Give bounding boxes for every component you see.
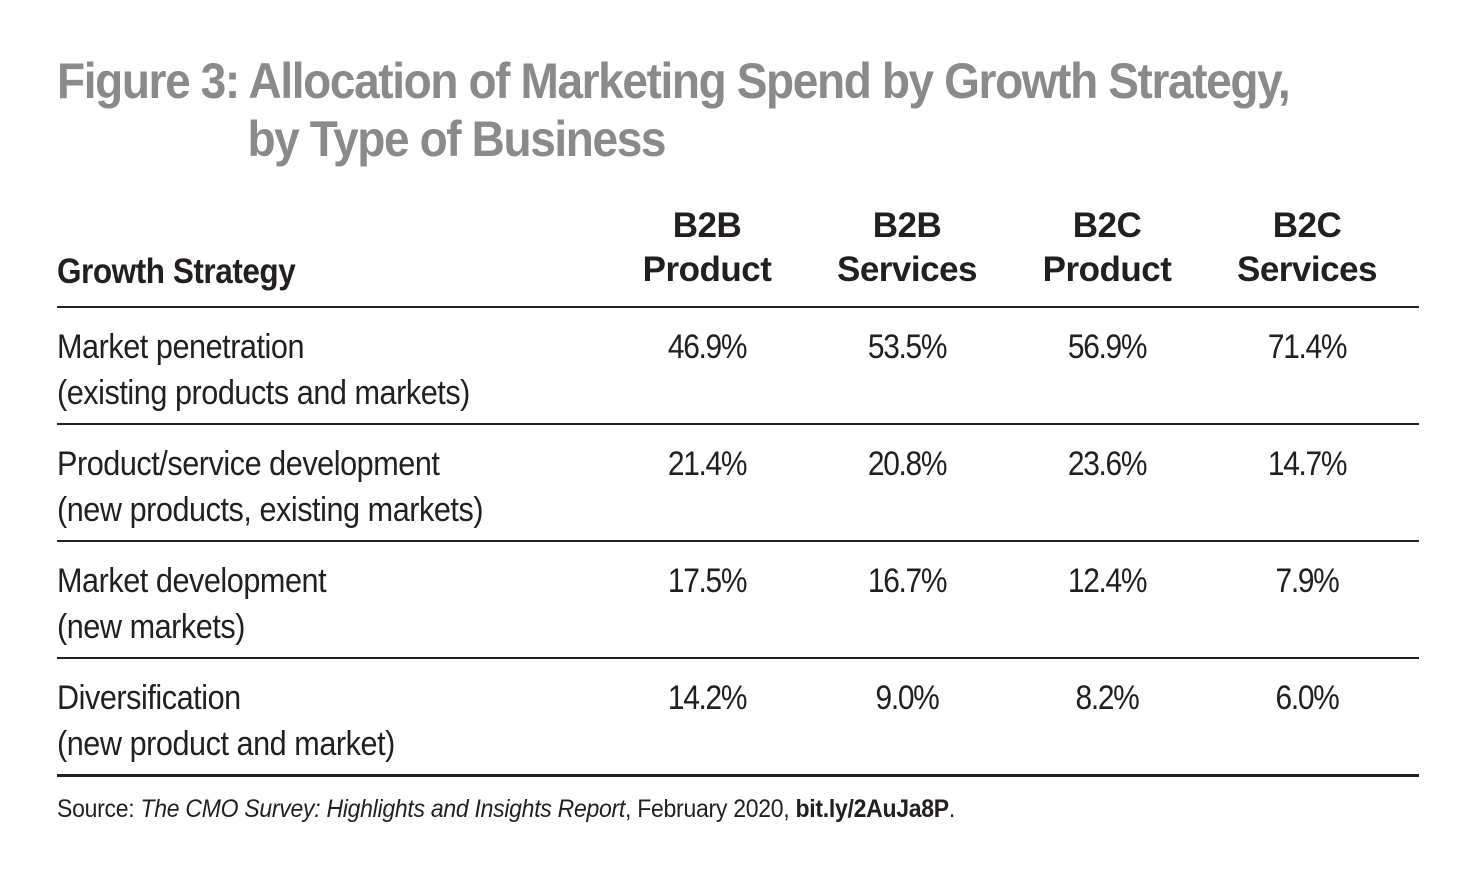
row-subtitle: (new products, existing markets) [57, 491, 484, 529]
figure-title-line1: Figure 3: Allocation of Marketing Spend … [57, 53, 1291, 109]
cell-value: 16.7% [867, 562, 948, 600]
cell-value: 56.9% [1067, 328, 1148, 366]
row-label: Product/service development (new products… [57, 441, 484, 533]
row-label: Market development (new markets) [57, 558, 327, 650]
cell-value: 14.7% [1267, 445, 1348, 483]
header-growth-strategy: Growth Strategy [57, 252, 296, 291]
row-label: Diversification (new product and market) [57, 675, 395, 767]
header-line: B2C [1272, 206, 1342, 245]
cell-value: 7.9% [1275, 562, 1340, 600]
header-line: Services [1236, 250, 1378, 289]
source-link[interactable]: bit.ly/2AuJa8P [795, 795, 949, 823]
header-line: B2B [672, 206, 742, 245]
header-line: Product [642, 250, 772, 289]
cell-value: 53.5% [867, 328, 948, 366]
cell-value: 14.2% [667, 679, 748, 717]
row-subtitle: (new product and market) [57, 725, 395, 763]
table-row: Diversification (new product and market) … [57, 659, 1419, 777]
header-line: B2C [1072, 206, 1142, 245]
header-b2b-services: B2B Services [817, 204, 997, 292]
row-subtitle: (new markets) [57, 608, 245, 646]
header-line: Services [836, 250, 978, 289]
cell-value: 9.0% [875, 679, 940, 717]
source-date: , February 2020, [625, 795, 796, 823]
table-header-row: Growth Strategy B2B Product B2B Services B… [57, 200, 1419, 308]
source-note: Source: The CMO Survey: Highlights and I… [57, 795, 955, 824]
header-line: B2B [872, 206, 942, 245]
header-b2c-services: B2C Services [1217, 204, 1397, 292]
cell-value: 71.4% [1267, 328, 1348, 366]
row-title: Product/service development [57, 445, 440, 483]
source-report-title: The CMO Survey: Highlights and Insights … [140, 795, 626, 823]
row-title: Diversification [57, 679, 241, 717]
table-row: Market penetration (existing products and… [57, 308, 1419, 425]
figure-title: Figure 3: Allocation of Marketing Spend … [57, 52, 1291, 168]
figure-title-line2: by Type of Business [247, 111, 666, 167]
header-b2c-product: B2C Product [1017, 204, 1197, 292]
source-prefix: Source: [57, 795, 141, 823]
table-row: Product/service development (new products… [57, 425, 1419, 542]
cell-value: 12.4% [1067, 562, 1148, 600]
cell-value: 8.2% [1075, 679, 1140, 717]
row-label: Market penetration (existing products and… [57, 324, 470, 416]
header-b2b-product: B2B Product [617, 204, 797, 292]
row-subtitle: (existing products and markets) [57, 374, 470, 412]
row-title: Market development [57, 562, 327, 600]
row-title: Market penetration [57, 328, 305, 366]
allocation-table: Growth Strategy B2B Product B2B Services B… [57, 200, 1419, 777]
cell-value: 20.8% [867, 445, 948, 483]
cell-value: 23.6% [1067, 445, 1148, 483]
cell-value: 46.9% [667, 328, 748, 366]
header-line: Product [1042, 250, 1172, 289]
table-row: Market development (new markets) 17.5% 16… [57, 542, 1419, 659]
cell-value: 6.0% [1275, 679, 1340, 717]
source-suffix: . [948, 795, 955, 823]
cell-value: 21.4% [667, 445, 748, 483]
cell-value: 17.5% [667, 562, 748, 600]
